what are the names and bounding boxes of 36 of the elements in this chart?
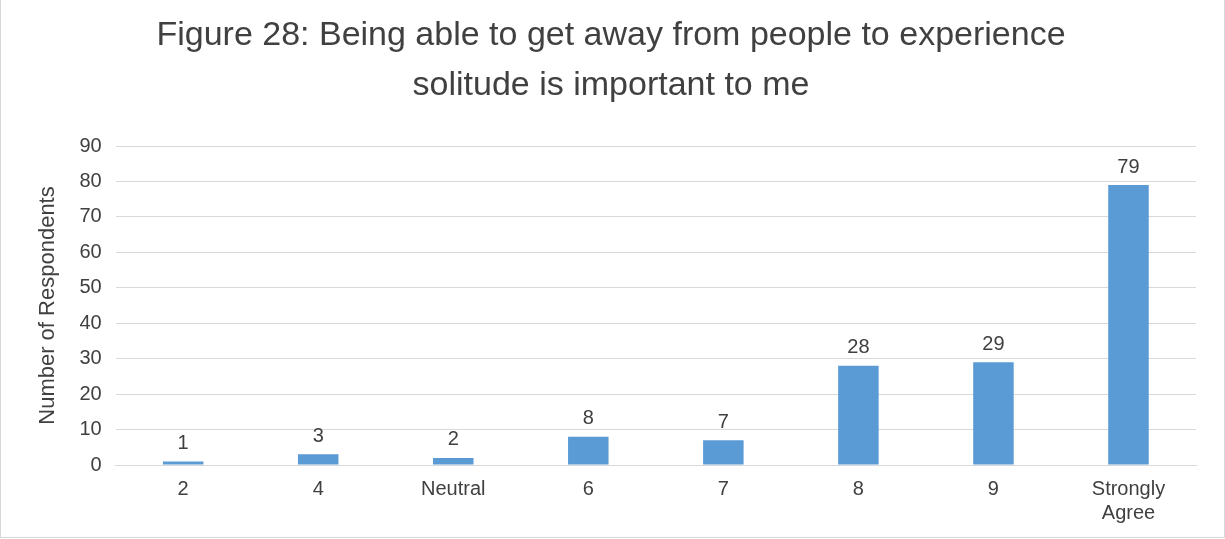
y-axis-title: Number of Respondents xyxy=(34,186,60,425)
bar xyxy=(433,457,474,465)
chart-title: Figure 28: Being able to get away from people to experience solitude is important to me xyxy=(155,13,1067,104)
data-label: 8 xyxy=(582,406,594,429)
x-tick-label: 8 xyxy=(852,476,864,499)
y-tick-label: 10 xyxy=(79,417,102,440)
y-tick-label: 20 xyxy=(79,381,102,404)
x-tick-label: 4 xyxy=(312,476,324,499)
y-tick-label: 40 xyxy=(79,310,102,333)
x-tick-label: 6 xyxy=(582,476,594,499)
data-label: 3 xyxy=(312,423,324,446)
x-tick-label: Neutral xyxy=(421,476,486,499)
x-tick-label: 9 xyxy=(987,476,999,499)
data-label: 79 xyxy=(1117,154,1140,177)
x-tick-label: 7 xyxy=(717,476,729,499)
bar xyxy=(162,461,204,465)
bar xyxy=(973,362,1014,465)
bar xyxy=(703,440,744,465)
data-label: 2 xyxy=(447,427,459,450)
data-label: 28 xyxy=(847,335,870,358)
y-tick-label: 80 xyxy=(79,168,102,191)
x-tick-label: 2 xyxy=(177,476,189,499)
data-label: 29 xyxy=(982,331,1005,354)
y-tick-label: 50 xyxy=(79,275,102,298)
data-label: 7 xyxy=(717,409,729,432)
bar xyxy=(568,436,609,465)
y-tick-label: 70 xyxy=(79,204,102,227)
bar xyxy=(838,365,879,465)
bar xyxy=(1108,184,1149,465)
y-tick-label: 90 xyxy=(79,133,102,156)
y-tick-label: 0 xyxy=(90,452,102,475)
data-label: 1 xyxy=(177,430,189,453)
y-tick-label: 60 xyxy=(79,239,102,262)
y-tick-label: 30 xyxy=(79,346,102,369)
x-tick-label: Strongly Agree xyxy=(1091,476,1166,523)
bar xyxy=(297,454,339,465)
